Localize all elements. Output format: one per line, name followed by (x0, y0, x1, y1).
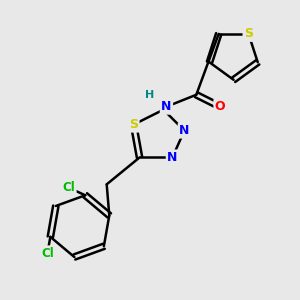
Text: N: N (179, 124, 190, 137)
Text: S: S (244, 27, 253, 40)
Text: H: H (146, 90, 154, 100)
Text: Cl: Cl (62, 181, 75, 194)
Text: Cl: Cl (41, 247, 54, 260)
Text: O: O (215, 100, 226, 113)
Text: S: S (129, 118, 138, 131)
Text: N: N (161, 100, 172, 113)
Text: N: N (167, 151, 178, 164)
